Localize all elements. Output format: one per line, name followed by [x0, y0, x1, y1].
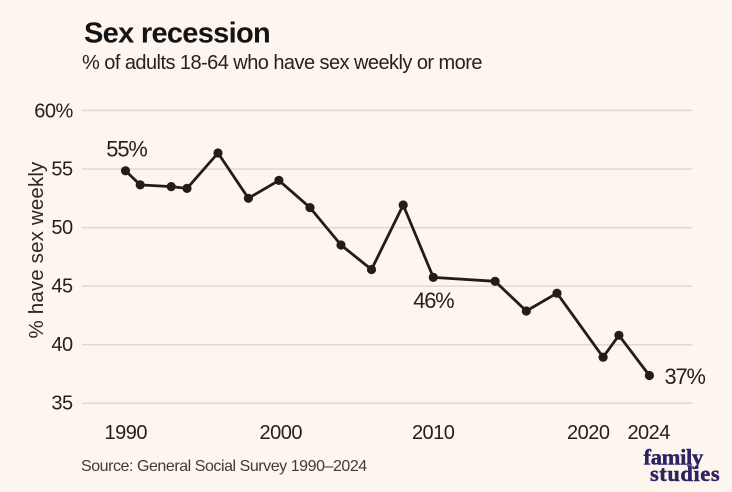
svg-text:2024: 2024: [627, 422, 670, 444]
svg-text:2010: 2010: [412, 422, 455, 444]
svg-text:% have sex weekly: % have sex weekly: [25, 161, 48, 338]
svg-text:55%: 55%: [106, 137, 147, 162]
svg-text:Sex recession: Sex recession: [84, 18, 270, 50]
svg-text:2000: 2000: [260, 422, 303, 444]
svg-text:55: 55: [51, 159, 73, 181]
svg-text:2020: 2020: [567, 422, 610, 444]
svg-text:1990: 1990: [105, 422, 148, 444]
svg-text:50: 50: [51, 217, 73, 239]
svg-text:family: family: [644, 444, 704, 469]
svg-text:37%: 37%: [665, 364, 706, 389]
svg-text:46%: 46%: [413, 288, 454, 313]
svg-text:45: 45: [51, 276, 73, 298]
svg-text:60%: 60%: [34, 100, 73, 122]
svg-text:% of adults 18-64 who have sex: % of adults 18-64 who have sex weekly or…: [82, 52, 482, 74]
svg-text:Source: General Social Survey: Source: General Social Survey 1990–2024: [81, 458, 367, 475]
svg-text:40: 40: [51, 334, 73, 356]
svg-text:35: 35: [51, 393, 73, 415]
svg-text:studies: studies: [650, 461, 720, 486]
